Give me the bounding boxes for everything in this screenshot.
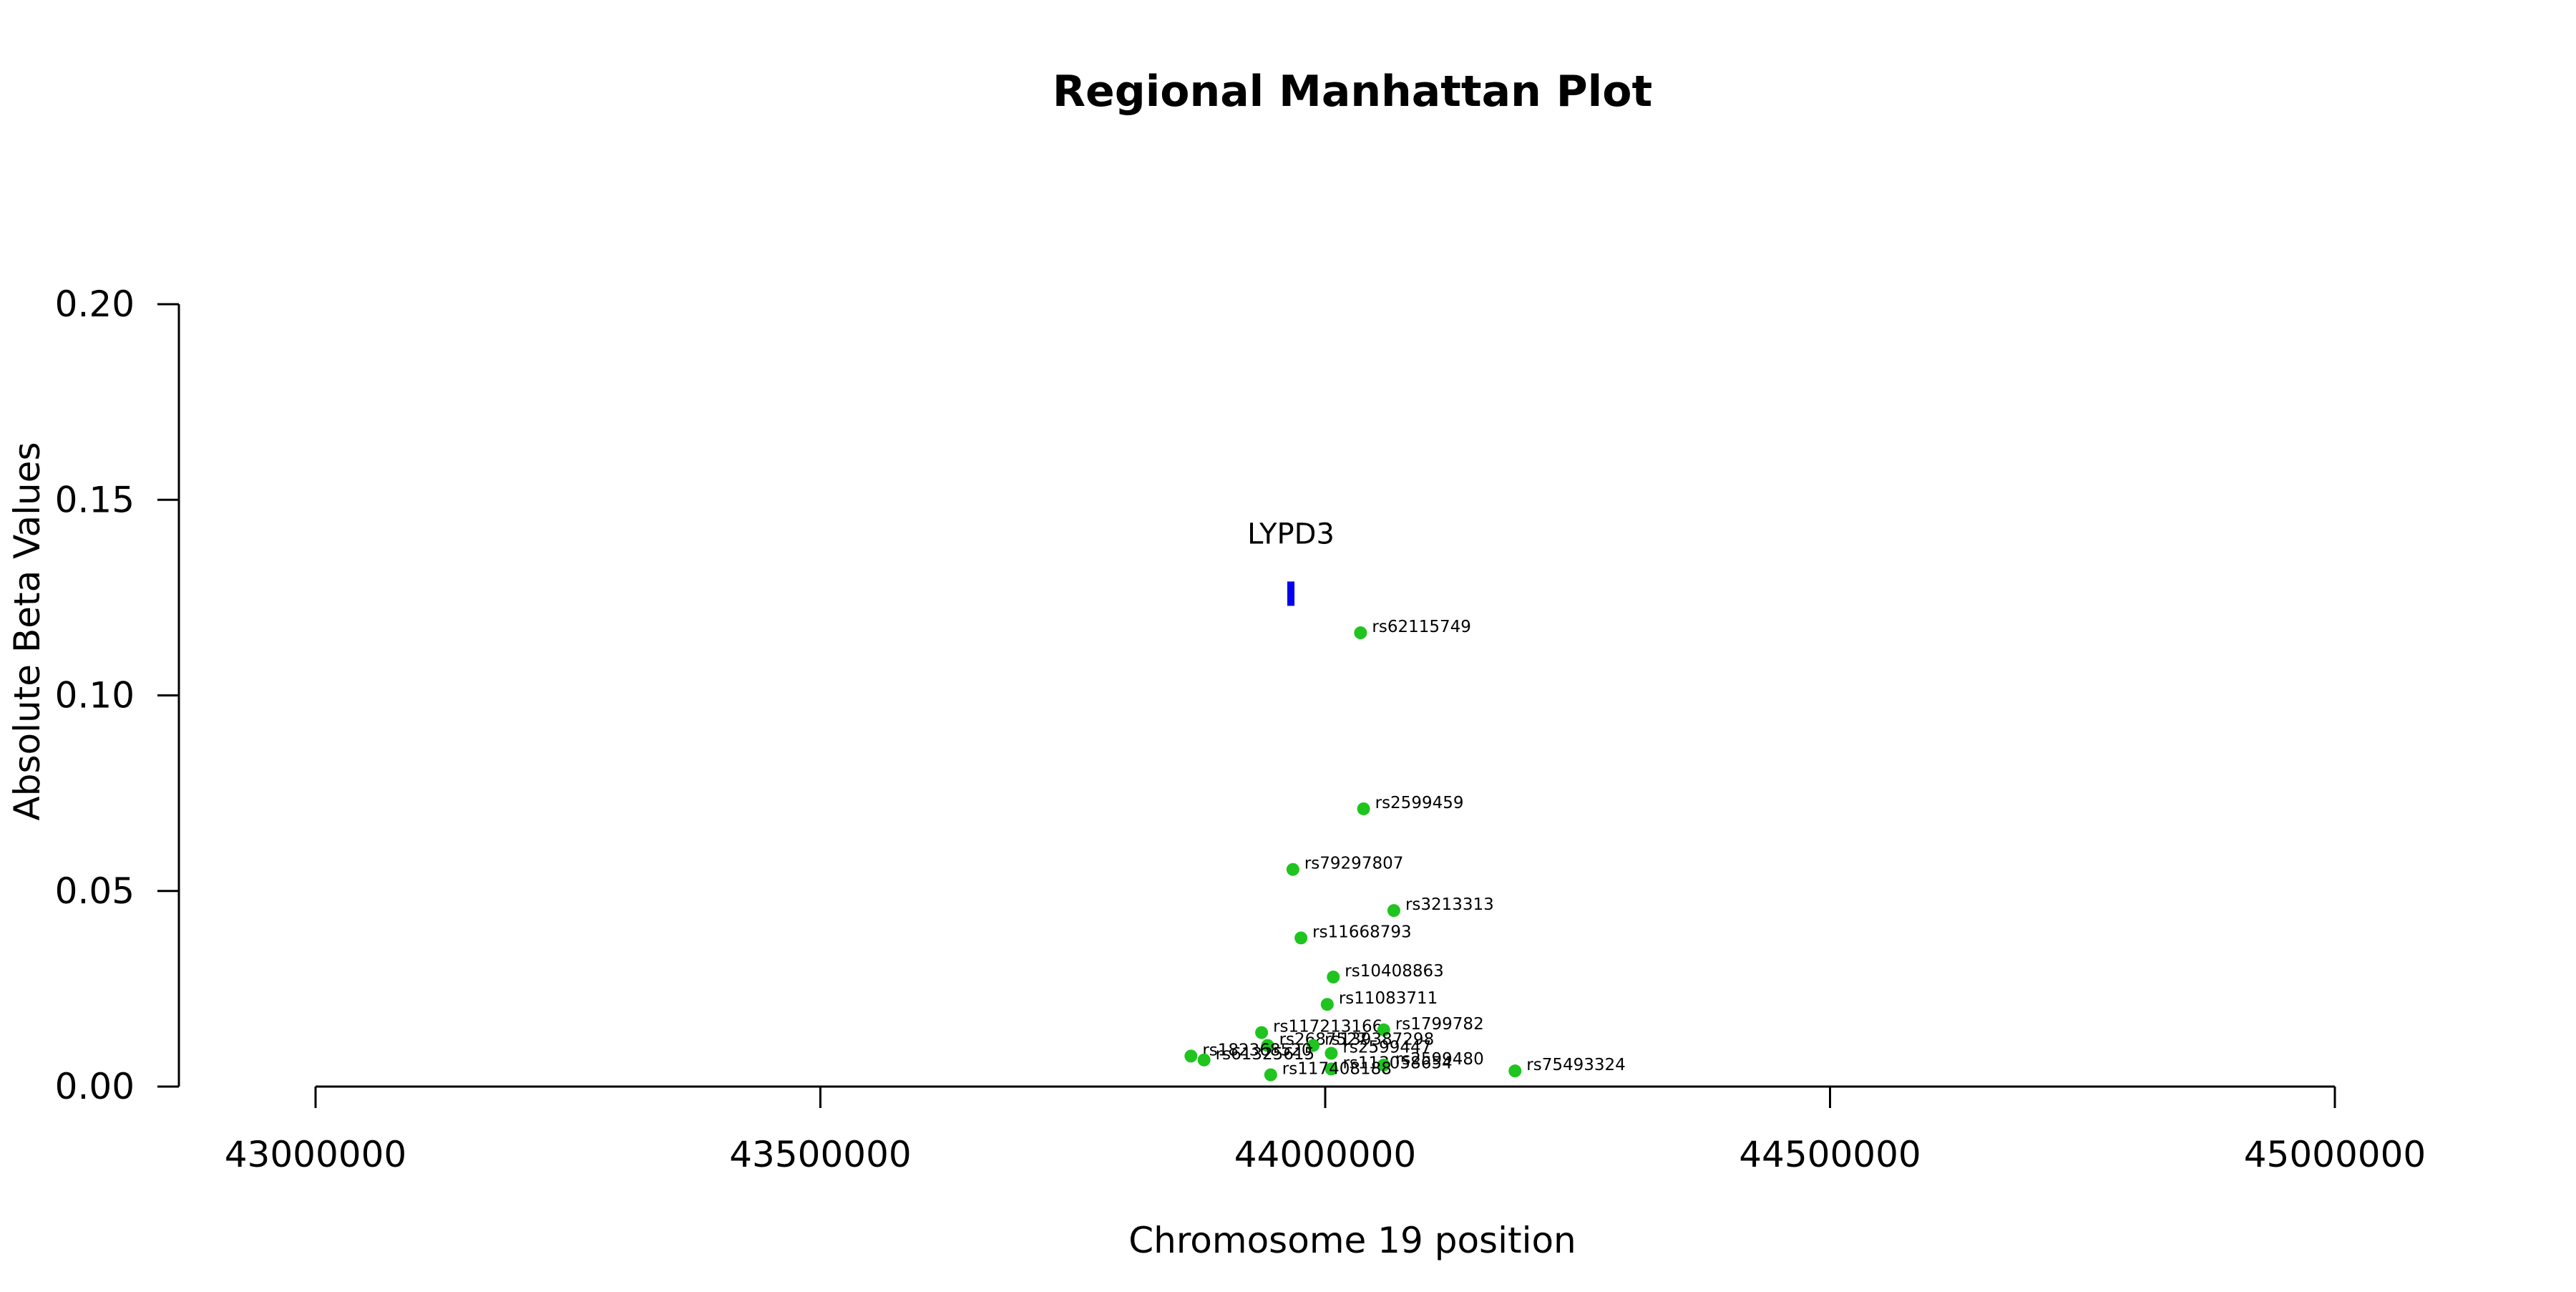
y-tick-label: 0.05: [55, 870, 135, 912]
snp-label: rs1799782: [1395, 1015, 1484, 1034]
x-tick-label: 43000000: [225, 1134, 407, 1175]
snp-label: rs62115749: [1372, 618, 1471, 636]
snp-label: rs117213166: [1273, 1018, 1382, 1036]
snp-label: rs2687527: [1279, 1031, 1368, 1049]
snp-label: rs75493324: [1526, 1056, 1626, 1074]
y-axis: 0.00 0.05 0.10 0.15 0.20: [55, 283, 180, 1107]
snp-point: [1261, 1039, 1274, 1052]
snp-label: rs10408863: [1345, 962, 1444, 981]
snp-point: [1387, 904, 1400, 918]
snp-point: [1264, 1068, 1277, 1082]
snp-label: rs61325615: [1216, 1045, 1315, 1064]
y-axis-label: Absolute Beta Values: [6, 442, 48, 821]
snp-point: [1357, 802, 1370, 815]
gene-mark: [1287, 581, 1295, 606]
snp-label: rs117408188: [1282, 1060, 1392, 1079]
snp-points: rs62115749 rs2599459 rs79297807 rs3213313 rs…: [1184, 618, 1626, 1082]
chart-title: Regional Manhattan Plot: [1053, 67, 1652, 117]
snp-point: [1255, 1026, 1269, 1039]
gene-label: LYPD3: [1247, 518, 1335, 550]
snp-point: [1197, 1053, 1211, 1067]
x-tick-label: 44000000: [1234, 1134, 1417, 1175]
snp-point: [1377, 1058, 1390, 1072]
gene-track: LYPD3: [1247, 518, 1335, 606]
snp-label: rs79297807: [1304, 855, 1404, 873]
snp-label: rs2599459: [1375, 794, 1464, 812]
snp-point: [1324, 1062, 1338, 1076]
x-tick-label: 44500000: [1739, 1134, 1921, 1175]
snp-point: [1324, 1046, 1338, 1060]
snp-label: rs2599447: [1342, 1039, 1431, 1057]
y-tick-label: 0.20: [55, 283, 135, 325]
snp-point: [1320, 998, 1334, 1011]
x-tick-label: 45000000: [2244, 1134, 2426, 1175]
x-axis-label: Chromosome 19 position: [1128, 1220, 1576, 1261]
snp-point: [1508, 1064, 1522, 1078]
snp-label: rs3213313: [1405, 895, 1494, 914]
snp-label: rs11668793: [1312, 923, 1412, 941]
snp-point: [1184, 1049, 1198, 1063]
snp-label: rs113058654: [1342, 1054, 1452, 1072]
snp-point: [1286, 863, 1299, 876]
snp-point: [1307, 1039, 1320, 1052]
y-tick-label: 0.00: [55, 1066, 135, 1107]
snp-label: rs2599480: [1395, 1050, 1484, 1069]
x-axis: 43000000 43500000 44000000 44500000 45000000: [225, 1085, 2426, 1175]
x-tick-label: 43500000: [729, 1134, 912, 1175]
snp-point: [1327, 970, 1340, 983]
snp-point: [1354, 626, 1367, 640]
snp-label: rs182368520: [1202, 1041, 1312, 1059]
y-tick-label: 0.10: [55, 675, 135, 717]
y-tick-label: 0.15: [55, 479, 135, 520]
snp-point: [1294, 931, 1308, 945]
snp-label: rs11083711: [1339, 989, 1438, 1008]
snp-label: rs139387298: [1324, 1031, 1434, 1049]
snp-point: [1377, 1023, 1390, 1036]
